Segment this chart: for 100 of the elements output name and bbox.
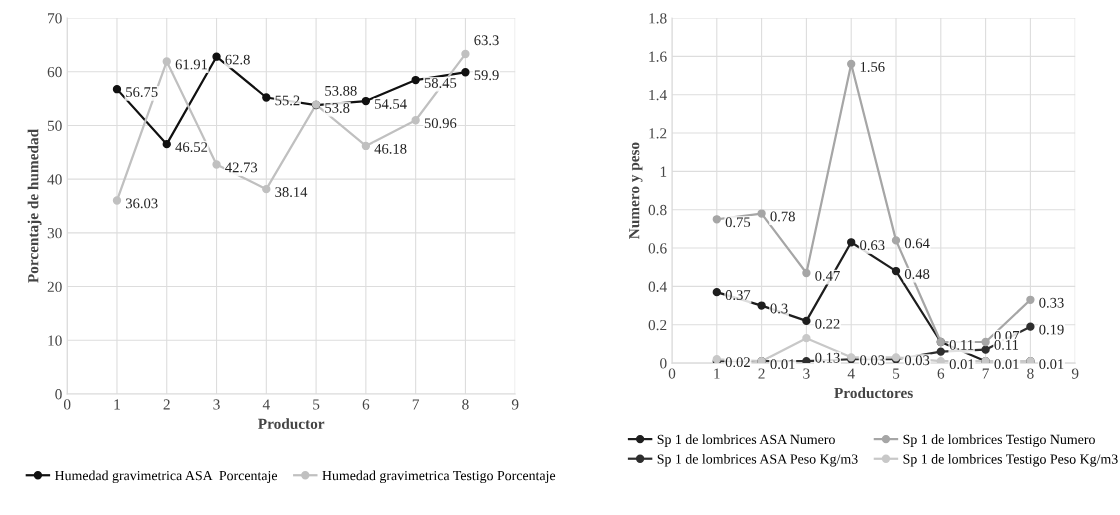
data-label: 0.19 xyxy=(1039,324,1064,335)
point xyxy=(847,238,856,247)
x-tick-label: 4 xyxy=(847,368,855,379)
y-tick-label: 70 xyxy=(48,13,62,24)
data-label: 0.02 xyxy=(725,357,750,368)
data-label: 0.64 xyxy=(904,238,930,249)
point xyxy=(757,301,766,310)
point xyxy=(162,57,171,66)
y-tick-label: 1.4 xyxy=(649,89,667,101)
data-label: 0.11 xyxy=(949,339,974,350)
point xyxy=(757,209,766,218)
data-label: 0.75 xyxy=(725,217,751,228)
point xyxy=(981,337,990,347)
y-tick-label: 0.8 xyxy=(648,204,667,216)
y-tick-label: 60 xyxy=(47,66,62,78)
x-tick-label: 9 xyxy=(511,399,519,410)
data-label: 58.45 xyxy=(424,78,457,88)
data-label: 0.78 xyxy=(770,211,795,222)
point xyxy=(212,52,221,61)
data-label: 56.75 xyxy=(126,87,158,98)
data-label: 0.07 xyxy=(994,330,1020,341)
point xyxy=(847,59,856,69)
legend-label: Sp 1 de lombrices ASA Numero xyxy=(657,434,835,447)
point xyxy=(262,93,271,102)
data-label: 38.14 xyxy=(275,187,308,198)
data-label: 53.88 xyxy=(325,85,357,96)
point xyxy=(936,347,945,356)
data-label: 0.48 xyxy=(904,269,930,279)
x-tick-label: 4 xyxy=(262,399,270,410)
point xyxy=(411,116,420,125)
y-tick-label: 1.2 xyxy=(649,128,667,139)
y-axis-title: Porcentaje de humedad xyxy=(27,129,42,283)
data-label: 0.01 xyxy=(770,359,795,370)
point xyxy=(802,356,811,364)
x-tick-label: 1 xyxy=(714,368,720,379)
legend-label: Humedad gravimetrica ASA Porcentaje xyxy=(54,470,278,484)
y-tick-label: 20 xyxy=(47,281,62,293)
y-tick-label: 0.2 xyxy=(648,319,667,331)
point xyxy=(1026,295,1035,304)
data-label: 1.56 xyxy=(860,62,885,72)
x-tick-label: 0 xyxy=(668,368,676,379)
point xyxy=(461,49,470,59)
data-label: 0.47 xyxy=(815,270,840,281)
point xyxy=(112,85,122,94)
point xyxy=(361,141,371,151)
y-tick-label: 50 xyxy=(47,120,62,131)
data-label: 63.3 xyxy=(474,35,499,46)
x-tick-label: 7 xyxy=(982,368,989,379)
point xyxy=(712,287,721,297)
data-label: 42.73 xyxy=(225,162,258,173)
point xyxy=(212,160,221,169)
data-label: 36.03 xyxy=(126,198,158,209)
y-axis-title: Numero y peso xyxy=(629,142,643,239)
point xyxy=(411,75,420,85)
y-tick-label: 0.6 xyxy=(648,243,667,254)
x-tick-label: 9 xyxy=(1071,368,1079,379)
point xyxy=(936,356,945,364)
point xyxy=(712,215,721,224)
legend-label: Sp 1 de lombrices Testigo Numero xyxy=(903,434,1095,447)
data-label: 0.3 xyxy=(770,303,788,314)
point xyxy=(891,266,901,276)
point xyxy=(891,236,901,245)
data-label: 53.8 xyxy=(325,103,350,113)
x-tick-label: 2 xyxy=(758,368,765,379)
x-tick-label: 2 xyxy=(163,399,170,410)
y-tick-label: 0.4 xyxy=(648,281,667,292)
x-tick-label: 5 xyxy=(893,368,900,379)
y-tick-label: 1.8 xyxy=(649,13,667,24)
data-label: 0.33 xyxy=(1039,297,1064,308)
point xyxy=(981,345,990,354)
y-tick-label: 1 xyxy=(660,166,667,177)
y-tick-label: 10 xyxy=(48,335,62,346)
point xyxy=(1026,322,1035,331)
point xyxy=(802,316,811,326)
data-label: 0.22 xyxy=(815,318,840,329)
y-tick-label: 30 xyxy=(47,227,62,239)
point xyxy=(162,139,171,149)
point xyxy=(802,333,811,343)
data-label: 0.63 xyxy=(860,240,885,251)
data-label: 0.01 xyxy=(994,359,1019,370)
point xyxy=(461,68,470,77)
legend-label: Humedad gravimetrica Testigo Porcentaje xyxy=(322,470,556,484)
point xyxy=(112,196,122,205)
data-label: 0.03 xyxy=(904,355,930,366)
data-label: 59.9 xyxy=(474,70,499,81)
data-label: 0.03 xyxy=(860,355,885,366)
x-tick-label: 1 xyxy=(114,399,120,410)
y-tick-label: 0 xyxy=(55,389,62,400)
legend-label: Sp 1 de lombrices ASA Peso Kg/m3 xyxy=(657,453,858,467)
data-label: 0.01 xyxy=(949,359,974,370)
data-label: 61.91 xyxy=(175,59,208,70)
y-tick-label: 0 xyxy=(660,358,667,369)
data-label: 55.2 xyxy=(275,95,300,106)
point xyxy=(262,184,271,194)
y-tick-label: 40 xyxy=(47,174,62,185)
x-tick-label: 5 xyxy=(313,399,320,410)
x-tick-label: 8 xyxy=(1027,368,1034,379)
x-tick-label: 0 xyxy=(63,399,71,410)
data-label: 46.18 xyxy=(374,143,407,154)
data-label: 0.37 xyxy=(725,290,751,301)
